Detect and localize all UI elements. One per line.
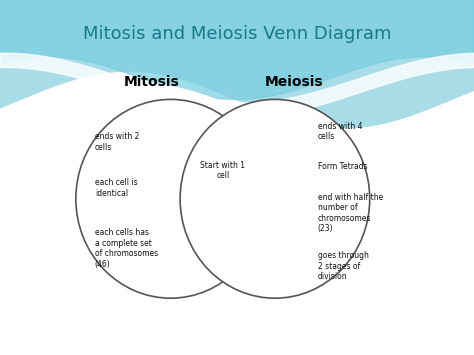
Text: goes through
2 stages of
division: goes through 2 stages of division <box>318 251 368 281</box>
Text: ends with 2
cells: ends with 2 cells <box>95 132 139 152</box>
Text: Start with 1
cell: Start with 1 cell <box>201 161 245 180</box>
Text: Mitosis and Meiosis Venn Diagram: Mitosis and Meiosis Venn Diagram <box>83 25 391 43</box>
Text: each cells has
a complete set
of chromosomes
(46): each cells has a complete set of chromos… <box>95 228 158 269</box>
Text: Mitosis: Mitosis <box>124 75 180 89</box>
Text: ends with 4
cells: ends with 4 cells <box>318 122 362 141</box>
Text: each cell is
identical: each cell is identical <box>95 179 137 198</box>
Ellipse shape <box>76 99 265 298</box>
Ellipse shape <box>180 99 370 298</box>
Text: Form Tetrads: Form Tetrads <box>318 162 367 171</box>
Text: end with half the
number of
chromosomes
(23): end with half the number of chromosomes … <box>318 193 383 233</box>
Text: Meiosis: Meiosis <box>264 75 323 89</box>
